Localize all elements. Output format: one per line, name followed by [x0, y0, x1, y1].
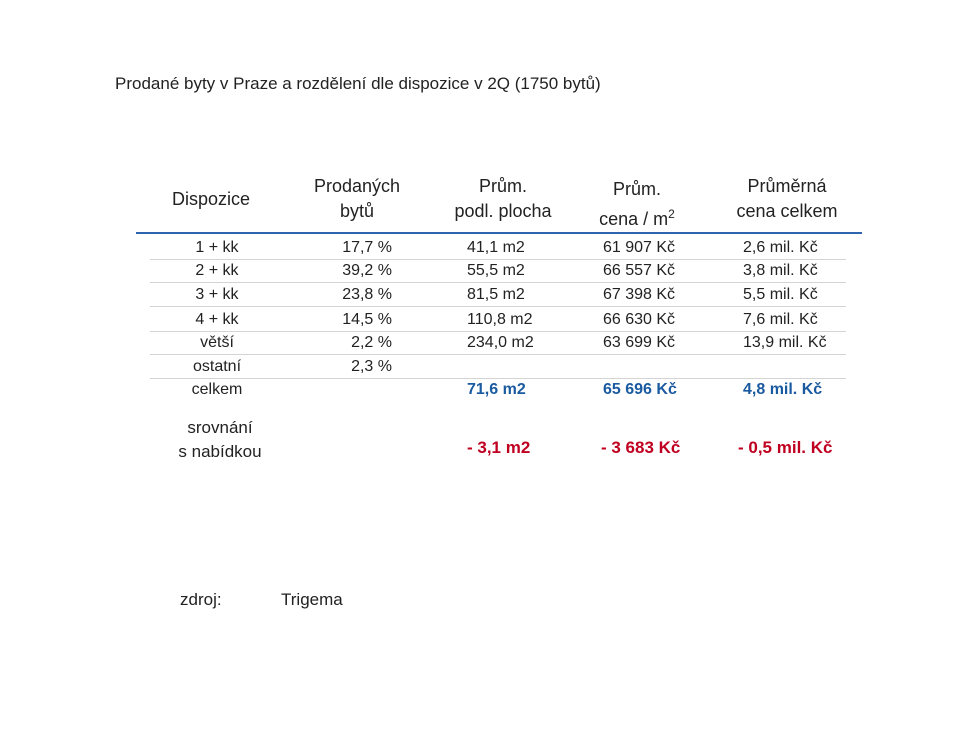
header-cena-celkem-line2: cena celkem	[736, 201, 838, 221]
header-cena-m2: Prům. cena / m2	[578, 177, 696, 232]
row-podil: 17,7 %	[342, 239, 392, 256]
header-dispozice-text: Dispozice	[171, 189, 251, 209]
header-cena-m2-line2: cena / m2	[578, 202, 696, 232]
source-value: Trigema	[281, 590, 343, 609]
row-podil: 39,2 %	[342, 262, 392, 279]
page-title: Prodané byty v Praze a rozdělení dle dis…	[115, 74, 601, 93]
header-plocha: Prům. podl. plocha	[440, 174, 566, 224]
row-podil: 14,5 %	[342, 311, 392, 328]
header-plocha-line1: Prům.	[478, 176, 527, 196]
header-cena-m2-sup: 2	[668, 207, 675, 221]
table-row: 2 + kk 39,2 % 55,5 m2 66 557 Kč 3,8 mil.…	[150, 259, 846, 283]
header-prodanych: Prodaných bytů	[298, 174, 416, 224]
comparison-label-line1: srovnání	[187, 418, 253, 437]
row-cena-m2: 66 557 Kč	[603, 262, 676, 279]
row-dispozice: větší	[200, 334, 234, 351]
table-row: 1 + kk 17,7 % 41,1 m2 61 907 Kč 2,6 mil.…	[150, 236, 846, 260]
row-podil: 2,3 %	[351, 358, 392, 375]
header-cena-celkem: Průměrná cena celkem	[720, 174, 854, 224]
row-plocha: 110,8 m2	[467, 311, 533, 328]
total-cena-celkem: 4,8 mil. Kč	[743, 381, 823, 398]
table-row: 4 + kk 14,5 % 110,8 m2 66 630 Kč 7,6 mil…	[150, 308, 846, 332]
total-cena-m2: 65 696 Kč	[603, 381, 677, 398]
row-cena-m2: 63 699 Kč	[603, 334, 676, 351]
row-dispozice: ostatní	[192, 358, 242, 375]
row-plocha: 55,5 m2	[467, 262, 525, 279]
row-cena-celkem: 7,6 mil. Kč	[743, 311, 818, 328]
header-plocha-line2: podl. plocha	[454, 201, 552, 221]
row-cena-celkem: 2,6 mil. Kč	[743, 239, 818, 256]
row-podil: 23,8 %	[342, 286, 392, 303]
row-dispozice: 4 + kk	[195, 311, 239, 328]
comparison-label-line2: s nabídkou	[178, 442, 262, 461]
header-prodanych-line2: bytů	[339, 201, 375, 221]
row-plocha: 234,0 m2	[467, 334, 534, 351]
header-prodanych-line1: Prodaných	[313, 176, 401, 196]
header-divider	[136, 232, 862, 234]
row-dispozice: 2 + kk	[195, 262, 239, 279]
row-dispozice: 1 + kk	[195, 239, 239, 256]
row-cena-celkem: 13,9 mil. Kč	[743, 334, 827, 351]
comparison-label: srovnání s nabídkou	[160, 416, 280, 464]
row-podil: 2,2 %	[351, 334, 392, 351]
row-plocha: 81,5 m2	[467, 286, 525, 303]
comparison-plocha: - 3,1 m2	[467, 438, 531, 457]
table-row: větší 2,2 % 234,0 m2 63 699 Kč 13,9 mil.…	[150, 331, 846, 355]
comparison-cena-m2: - 3 683 Kč	[601, 438, 681, 457]
row-cena-celkem: 3,8 mil. Kč	[743, 262, 818, 279]
header-cena-m2-text: cena / m	[599, 209, 669, 229]
total-plocha: 71,6 m2	[467, 381, 526, 398]
row-cena-m2: 61 907 Kč	[603, 239, 676, 256]
source-label: zdroj:	[180, 590, 222, 609]
row-cena-m2: 67 398 Kč	[603, 286, 676, 303]
header-cena-celkem-line1: Průměrná	[747, 176, 827, 196]
row-cena-m2: 66 630 Kč	[603, 311, 676, 328]
header-cena-m2-line1: Prům.	[612, 179, 661, 199]
header-dispozice: Dispozice	[150, 187, 272, 212]
comparison-cena-celkem: - 0,5 mil. Kč	[738, 438, 833, 457]
table-row: 3 + kk 23,8 % 81,5 m2 67 398 Kč 5,5 mil.…	[150, 283, 846, 307]
row-dispozice: 3 + kk	[195, 286, 239, 303]
row-cena-celkem: 5,5 mil. Kč	[743, 286, 818, 303]
total-label: celkem	[191, 381, 243, 398]
row-plocha: 41,1 m2	[467, 239, 525, 256]
total-row: celkem 71,6 m2 65 696 Kč 4,8 mil. Kč	[150, 378, 846, 401]
table-row: ostatní 2,3 %	[150, 355, 846, 379]
